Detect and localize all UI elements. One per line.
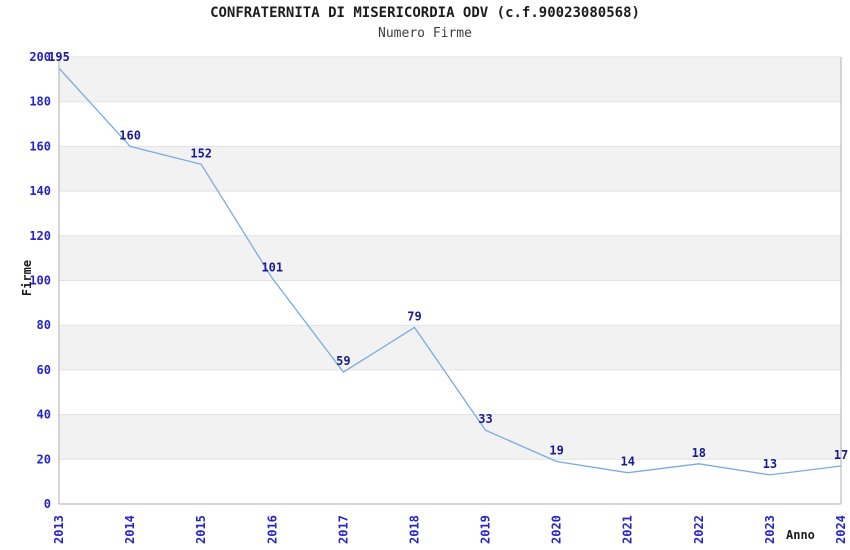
y-tick-label: 80 [37, 318, 51, 332]
x-tick-label: 2021 [621, 515, 635, 544]
x-tick-label: 2015 [194, 515, 208, 544]
data-point-label: 18 [692, 446, 706, 460]
x-tick-label: 2022 [692, 515, 706, 544]
y-tick-label: 60 [37, 363, 51, 377]
y-tick-label: 40 [37, 408, 51, 422]
x-tick-label: 2019 [479, 515, 493, 544]
data-point-label: 17 [834, 448, 848, 462]
y-tick-label: 100 [29, 274, 51, 288]
data-point-label: 152 [190, 146, 212, 160]
x-tick-label: 2013 [52, 515, 66, 544]
y-tick-label: 180 [29, 95, 51, 109]
x-tick-label: 2020 [550, 515, 564, 544]
y-tick-label: 20 [37, 452, 51, 466]
plot-band [59, 57, 841, 102]
data-point-label: 13 [763, 457, 777, 471]
x-tick-label: 2023 [763, 515, 777, 544]
data-point-label: 101 [261, 260, 283, 274]
plot-band [59, 414, 841, 460]
y-tick-label: 200 [29, 50, 51, 64]
x-tick-label: 2017 [336, 515, 350, 544]
data-point-label: 195 [48, 50, 70, 64]
chart-title: CONFRATERNITA DI MISERICORDIA ODV (c.f.9… [210, 5, 640, 21]
y-tick-label: 160 [29, 139, 51, 153]
x-axis-title: Anno [786, 528, 815, 542]
x-tick-label: 2014 [123, 515, 137, 544]
data-point-label: 79 [407, 309, 421, 323]
data-point-label: 14 [620, 455, 634, 469]
data-point-label: 19 [549, 444, 563, 458]
data-point-label: 33 [478, 412, 492, 426]
y-tick-label: 0 [44, 497, 51, 511]
y-tick-label: 120 [29, 229, 51, 243]
plot-band [59, 146, 841, 192]
plot-band [59, 325, 841, 370]
data-line [58, 67, 842, 476]
y-tick-label: 140 [29, 184, 51, 198]
chart-subtitle: Numero Firme [378, 26, 472, 41]
plot-band [59, 235, 841, 281]
x-tick-label: 2024 [834, 515, 848, 544]
data-point-label: 59 [336, 354, 350, 368]
data-point-label: 160 [119, 128, 141, 142]
x-tick-label: 2018 [408, 515, 422, 544]
x-tick-label: 2016 [265, 515, 279, 544]
